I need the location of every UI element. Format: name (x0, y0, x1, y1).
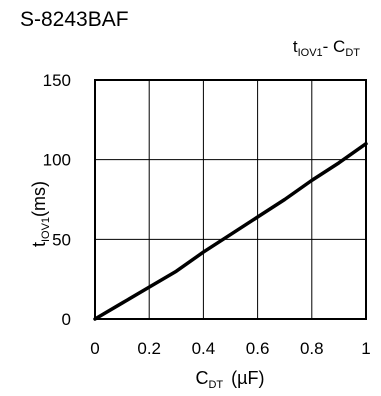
x-tick-label: 0.6 (246, 339, 270, 358)
y-axis-label: tIOV1(ms) (29, 181, 52, 247)
x-axis-label-c: C (195, 368, 208, 388)
x-tick-label: 0 (90, 339, 99, 358)
chart-title-c-sub: DT (345, 47, 360, 59)
x-tick-label: 0.2 (137, 339, 161, 358)
y-tick-label: 150 (43, 71, 71, 90)
x-axis-label-sub: DT (208, 379, 223, 391)
x-axis-label-unit: (µF) (231, 368, 264, 388)
x-tick-label: 1 (361, 339, 370, 358)
y-axis-label-sub: IOV1 (40, 217, 52, 242)
y-axis-label-t: t (29, 242, 49, 247)
y-axis-label-unit: (ms) (29, 181, 49, 217)
chart-title-t: t (293, 37, 298, 56)
chart-title-separator: - (323, 37, 333, 56)
chart-title: tIOV1- CDT (293, 37, 360, 59)
x-axis-label: CDT (µF) (195, 368, 264, 391)
part-number: S-8243BAF (20, 8, 129, 31)
chart-title-c: C (333, 37, 345, 56)
series-line (93, 141, 368, 321)
chart-title-t-sub: IOV1 (298, 47, 323, 59)
x-tick-label: 0.4 (192, 339, 216, 358)
y-tick-label: 100 (43, 151, 71, 170)
plot-frame (94, 79, 367, 320)
y-tick-label: 50 (52, 230, 71, 249)
y-tick-label: 0 (62, 310, 71, 329)
x-tick-label: 0.8 (300, 339, 324, 358)
